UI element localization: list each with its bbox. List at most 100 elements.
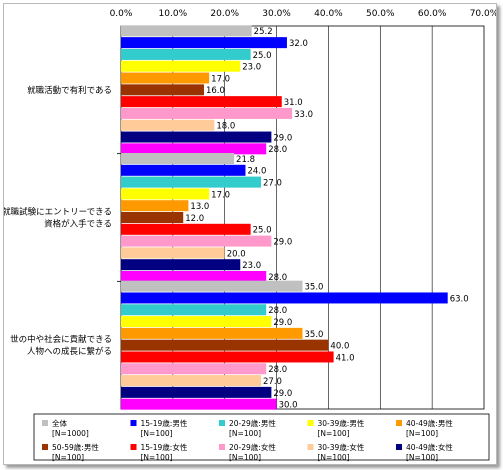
bar [121,247,225,259]
data-label: 40.0 [330,342,349,352]
legend-n: [N=100] [141,429,173,438]
data-label: 28.0 [268,145,287,155]
x-tick-label: 50.0% [366,9,395,19]
legend-n: [N=100] [406,453,438,462]
bar [121,188,210,200]
legend-swatch [42,420,48,426]
chart-frame: 0.0% 10.0% 20.0% 30.0% 40.0% 50.0% 60.0% 70.0% 就… [3,3,497,465]
data-label: 35.0 [305,330,324,340]
data-label: 28.0 [268,273,287,283]
data-label: 25.2 [254,27,273,37]
bar [121,351,334,363]
data-label: 24.0 [247,167,266,177]
category-label: 人物への成長に繋がる [27,346,112,357]
data-label: 17.0 [211,190,230,200]
legend-label: 30-39歳:女性 [318,442,365,452]
data-label: 28.0 [268,365,287,375]
bar [121,119,215,131]
data-label: 18.0 [216,122,235,132]
data-label: 17.0 [211,74,230,84]
bar [121,131,272,143]
bar [121,176,262,188]
data-label: 30.0 [279,401,298,411]
category-label: 世の中や社会に貢献できる [10,334,112,345]
bar [121,259,241,271]
legend-n: [N=100] [318,453,350,462]
category-label: 資格が入手できる [44,219,112,230]
data-label: 27.0 [263,179,282,189]
data-label: 25.0 [253,51,272,61]
data-label: 21.8 [236,155,255,165]
bar [121,398,277,410]
bar [121,96,282,108]
bar [121,363,267,375]
legend-n: [N=100] [318,429,350,438]
legend-label: 20-29歳:男性 [229,418,276,428]
data-label: 41.0 [336,353,355,363]
legend-n: [N=100] [229,453,261,462]
legend-label: 20-29歳:女性 [229,442,276,452]
legend-swatch [307,420,314,426]
bar [121,37,287,49]
legend-swatch [219,420,225,426]
bar [121,235,272,247]
legend-swatch [396,420,402,426]
data-label: 16.0 [206,86,225,96]
legend-label: 15-19歳:男性 [141,418,188,428]
bar [121,212,184,223]
x-tick-label: 60.0% [418,9,447,19]
bar [121,84,204,96]
legend-swatch [130,444,137,450]
legend-n: [N=100] [141,453,173,462]
bar [121,386,272,398]
bar [121,143,267,155]
bar [121,107,293,119]
bar [121,72,210,84]
data-label: 25.0 [253,226,272,236]
legend-n: [N=100] [229,429,261,438]
data-label: 23.0 [242,63,261,73]
data-label: 32.0 [289,39,308,49]
legend-label: 50-59歳:男性 [52,442,99,452]
bar [121,292,448,304]
x-tick-label: 70.0% [470,9,496,19]
x-tick-label: 0.0% [110,9,133,19]
data-label: 27.0 [263,377,282,387]
legend-label: 15-19歳:女性 [141,442,188,452]
legend-label: 40-49歳:女性 [406,442,453,452]
bar [121,271,267,282]
data-label: 28.0 [268,306,287,316]
data-label: 33.0 [294,110,313,120]
x-tick-label: 30.0% [262,9,291,19]
legend-swatch [130,420,137,426]
bar [121,200,189,212]
x-tick-label: 10.0% [159,9,188,19]
bar [121,375,262,387]
data-label: 12.0 [185,214,204,224]
data-label: 29.0 [273,389,292,399]
data-label: 35.0 [305,283,324,293]
bar [121,304,267,316]
category-label: 就職活動で有利である [27,85,112,96]
legend-box [33,413,490,461]
legend-swatch [307,444,314,450]
bar-chart: 0.0% 10.0% 20.0% 30.0% 40.0% 50.0% 60.0% 70.0% 就… [4,9,496,462]
data-label: 13.0 [190,202,209,212]
data-label: 63.0 [450,294,469,304]
legend-n: [N=100] [52,453,84,462]
legend-n: [N=100] [406,429,438,438]
bar [121,316,272,328]
bar [121,280,303,292]
bar [121,327,303,339]
data-label: 29.0 [273,133,292,143]
data-label: 23.0 [242,261,261,271]
legend-swatch [396,444,402,450]
legend-n: [N=1000] [52,429,89,438]
bar [121,25,252,37]
legend-swatch [219,444,225,450]
data-label: 31.0 [284,98,303,108]
data-label: 29.0 [273,318,292,328]
bar [121,164,246,176]
legend-label: 30-39歳:男性 [318,418,365,428]
bar [121,153,235,164]
